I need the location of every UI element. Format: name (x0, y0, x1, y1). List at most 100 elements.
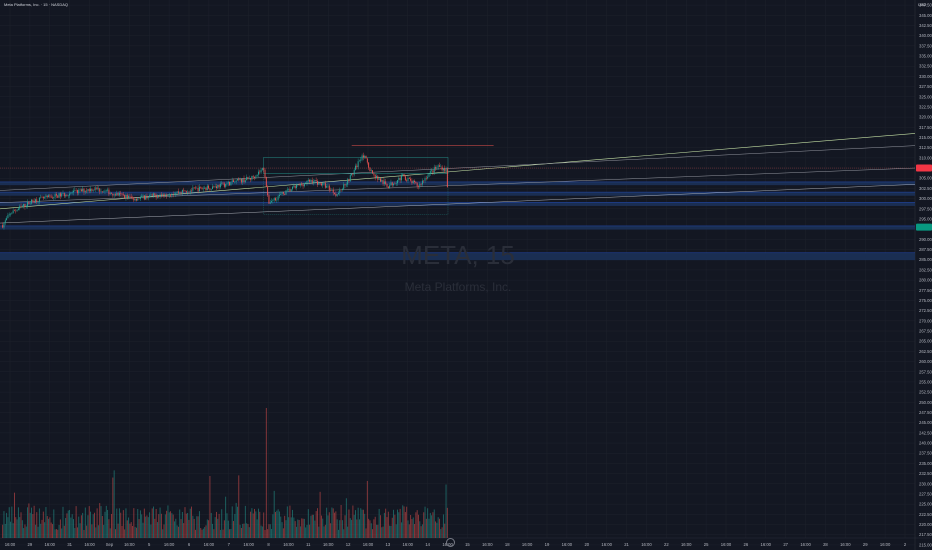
candle-body (205, 187, 207, 191)
candle-body (70, 192, 72, 194)
candle-body (44, 197, 46, 199)
volume-bar (189, 508, 191, 538)
candle-body (40, 196, 42, 198)
candle-body (260, 169, 262, 173)
candle-body (296, 184, 297, 189)
price-axis[interactable]: 347.50 345.00 342.50 340.00 337.50 335.00 332.… (916, 3, 932, 548)
volume-bar (247, 523, 249, 538)
volume-bar (3, 511, 5, 538)
candle-body (197, 187, 199, 192)
volume-bar (91, 524, 93, 538)
currency-label[interactable]: USD (918, 2, 927, 7)
y-tick-label: 277.50 (919, 288, 932, 293)
volume-bar (40, 523, 42, 538)
volume-bar (120, 512, 122, 538)
candle-body (445, 168, 447, 171)
y-tick-label: 310.00 (919, 155, 932, 160)
candle-body (227, 181, 229, 184)
candle-body (313, 181, 315, 183)
candle-body (49, 195, 51, 197)
candle-body (340, 189, 342, 191)
volume-bar (238, 475, 240, 538)
candle-body (219, 183, 221, 188)
candle-body (204, 187, 206, 189)
candle-body (297, 184, 299, 185)
volume-bar (195, 529, 196, 538)
volume-bar (408, 524, 410, 538)
candle-body (167, 195, 169, 197)
symbol-header[interactable]: Meta Platforms, Inc. · 15 · NASDAQ (4, 2, 69, 7)
volume-bar (267, 529, 269, 538)
candle-body (79, 189, 81, 191)
drawing-tools (0, 133, 916, 224)
x-tick-label: 13 (386, 542, 391, 547)
candle-body (41, 196, 43, 198)
y-tick-label: 327.50 (919, 84, 932, 89)
volume-bar (183, 523, 185, 538)
volume-bar (133, 508, 135, 538)
trend-line (0, 133, 916, 210)
volume-bar (226, 513, 228, 538)
volume-bar (289, 505, 291, 538)
volume-bar (29, 512, 31, 538)
volume-bar (107, 509, 109, 538)
volume-bar (383, 512, 385, 538)
y-tick-label: 247.50 (919, 410, 932, 415)
x-tick-label: 12 (346, 542, 351, 547)
candle-body (286, 189, 288, 191)
candle-body (225, 184, 227, 187)
y-tick-label: 300.00 (919, 196, 932, 201)
volume-bar (277, 509, 279, 538)
volume-bar (352, 505, 354, 538)
volume-bar (324, 524, 326, 538)
candle-body (21, 206, 23, 207)
candle-body (389, 185, 391, 189)
volume-bar (271, 528, 273, 538)
volume-bar (130, 522, 132, 538)
candle-body (394, 183, 396, 185)
candle-body (137, 198, 139, 201)
volume-bar (101, 516, 103, 538)
volume-bar (227, 520, 229, 538)
candle-body (159, 194, 161, 198)
volume-bar (58, 524, 60, 538)
volume-bar (53, 509, 55, 538)
price-tag (916, 223, 932, 231)
candle-body (69, 193, 71, 196)
price-tag (916, 164, 932, 172)
candle-body (66, 195, 68, 196)
y-tick-label: 215.00 (919, 542, 932, 547)
volume-bar (411, 519, 413, 538)
candle-body (188, 191, 190, 193)
volume-bar (389, 525, 391, 538)
candle-body (351, 173, 353, 176)
candle-body (256, 174, 258, 177)
volume-bar (256, 519, 258, 538)
volume-bar (365, 528, 367, 538)
candle-body (381, 180, 383, 182)
trend-line (0, 184, 916, 224)
candle-body (183, 189, 185, 191)
volume-bar (177, 526, 179, 538)
volume-bar (158, 514, 160, 538)
time-axis[interactable]: 16:00 29 16:00 31 16:00 Sep 16:00 5 16:00 6 16:00 7… (5, 542, 907, 547)
candle-body (290, 189, 292, 192)
candle-body (229, 181, 231, 186)
volume-bar (196, 516, 198, 538)
y-tick-label: 287.50 (919, 247, 932, 252)
support-zone (0, 192, 915, 196)
volume-bar (84, 507, 86, 538)
volume-bar (275, 511, 276, 538)
candle-body (61, 193, 63, 197)
x-tick-label: 16:00 (323, 542, 334, 547)
candle-body (83, 188, 85, 193)
volume-bar (284, 515, 286, 538)
volume-bar (407, 520, 409, 538)
candle-body (324, 183, 326, 188)
volume-bar (38, 508, 40, 538)
candle-body (442, 168, 444, 171)
volume-bar (135, 527, 137, 538)
reset-zoom-icon[interactable] (446, 538, 455, 547)
y-tick-label: 305.00 (919, 176, 932, 181)
